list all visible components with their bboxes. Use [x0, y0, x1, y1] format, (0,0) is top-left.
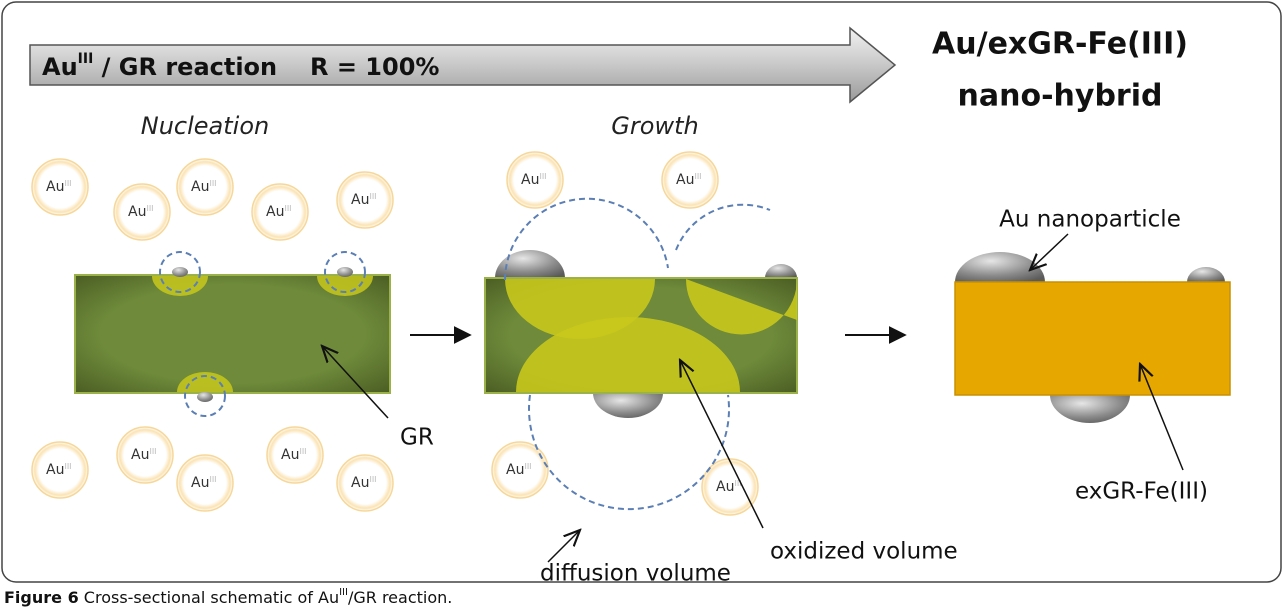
ion-symbol: Au [266, 204, 284, 220]
ion-shell [506, 151, 564, 209]
ion-charge: III [299, 447, 306, 456]
ion-symbol: Au [351, 192, 369, 208]
ion-symbol: Au [191, 475, 209, 491]
banner-symbol: Au [42, 53, 78, 81]
caption-text: Cross-sectional schematic of Au [79, 588, 339, 607]
ion-label: AuIII [46, 462, 72, 479]
banner-charge: III [78, 51, 94, 67]
ion-charge: III [734, 479, 741, 488]
ion-shell [176, 454, 234, 512]
gr-sheet-nucleation [74, 251, 391, 417]
ion-shell [113, 183, 171, 241]
ion-label: AuIII [506, 462, 532, 479]
label-diffusion: diffusion volume [540, 561, 731, 587]
pointer [1030, 233, 1069, 270]
process-arrow [29, 26, 897, 104]
ion-symbol: Au [128, 204, 146, 220]
ion-shell [31, 441, 89, 499]
ion-symbol: Au [281, 447, 299, 463]
ion-symbol: Au [46, 179, 64, 195]
ion-label: AuIII [266, 204, 292, 221]
ion-charge: III [369, 475, 376, 484]
ion-charge: III [209, 475, 216, 484]
ion-shell [251, 183, 309, 241]
ion-label: AuIII [46, 179, 72, 196]
ion-shell [661, 151, 719, 209]
ion-charge: III [149, 447, 156, 456]
stage-label: Nucleation [141, 112, 269, 140]
ion-charge: III [64, 179, 71, 188]
frame [1, 1, 1282, 583]
ion-label: AuIII [351, 192, 377, 209]
ion-symbol: Au [676, 172, 694, 188]
ion-symbol: Au [521, 172, 539, 188]
stage-label: Growth [611, 112, 698, 140]
label-gr: GR [400, 425, 434, 451]
ion-label: AuIII [128, 204, 154, 221]
label-exgr: exGR-Fe(III) [1075, 479, 1208, 505]
ion-symbol: Au [191, 179, 209, 195]
ion-symbol: Au [506, 462, 524, 478]
ion-label: AuIII [351, 475, 377, 492]
ion-symbol: Au [351, 475, 369, 491]
ion-shell [336, 171, 394, 229]
exgr-sheet [954, 252, 1231, 423]
ion-charge: III [146, 204, 153, 213]
ion-shell [31, 158, 89, 216]
ion-charge: III [284, 204, 291, 213]
product-title: nano-hybrid [958, 79, 1163, 114]
ion-label: AuIII [281, 447, 307, 464]
ion-symbol: Au [131, 447, 149, 463]
pointer [547, 530, 580, 563]
label-oxidized: oxidized volume [770, 539, 958, 565]
ion-label: AuIII [131, 447, 157, 464]
ion-shell [491, 441, 549, 499]
ion-label: AuIII [521, 172, 547, 189]
ion-charge: III [539, 172, 546, 181]
caption-charge: III [339, 587, 348, 598]
ion-charge: III [64, 462, 71, 471]
pointer [1140, 364, 1184, 471]
ion-label: AuIII [191, 179, 217, 196]
banner-reaction: / GR reaction [93, 53, 277, 81]
banner-text: AuIII / GR reaction [42, 51, 277, 81]
caption-number: Figure 6 [4, 588, 79, 607]
pointer [680, 360, 764, 529]
ion-shell [116, 426, 174, 484]
ion-charge: III [694, 172, 701, 181]
ion-charge: III [369, 192, 376, 201]
ion-label: AuIII [191, 475, 217, 492]
ion-symbol: Au [46, 462, 64, 478]
ion-charge: III [209, 179, 216, 188]
pointer [322, 346, 389, 419]
ion-shell [701, 458, 759, 516]
ion-symbol: Au [716, 479, 734, 495]
ion-charge: III [524, 462, 531, 471]
ion-label: AuIII [716, 479, 742, 496]
ion-shell [176, 158, 234, 216]
caption-rest: /GR reaction. [348, 588, 452, 607]
ion-shell [336, 454, 394, 512]
label-nanoparticle: Au nanoparticle [999, 207, 1181, 233]
ion-label: AuIII [676, 172, 702, 189]
banner-yield: R = 100% [310, 53, 439, 81]
caption: Figure 6 Cross-sectional schematic of Au… [4, 587, 452, 607]
product-title: Au/exGR-Fe(III) [932, 27, 1188, 62]
ion-shell [266, 426, 324, 484]
